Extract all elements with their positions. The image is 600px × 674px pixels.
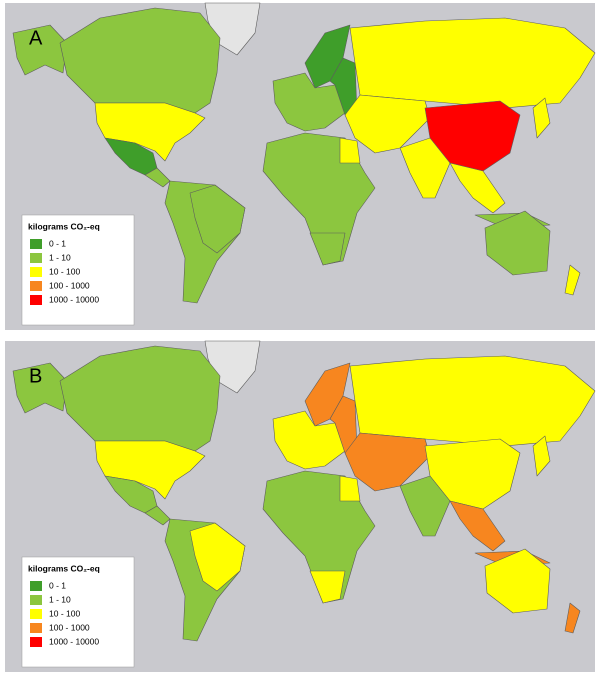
legend-swatch	[30, 637, 42, 647]
south-africa	[309, 232, 346, 266]
legend-label: 1 - 10	[49, 594, 71, 604]
legend: kilograms CO₂-eq 0 - 1 1 - 10 10 - 100 100 -…	[21, 556, 135, 668]
legend-label: 10 - 100	[49, 608, 80, 618]
legend-title: kilograms CO₂-eq	[28, 563, 100, 573]
brazil	[189, 184, 246, 254]
africa	[262, 470, 376, 604]
japan	[532, 97, 551, 139]
canada	[59, 7, 221, 114]
legend-swatch	[30, 267, 42, 277]
legend-swatch	[30, 281, 42, 291]
legend-swatch	[30, 581, 42, 591]
usa	[94, 440, 206, 500]
new-zealand	[564, 264, 581, 296]
legend-swatch	[30, 609, 42, 619]
egypt	[339, 137, 361, 164]
alaska	[12, 362, 68, 414]
legend-label: 1000 - 10000	[49, 294, 99, 304]
panel-label: A	[29, 27, 43, 49]
legend-label: 100 - 1000	[49, 280, 90, 290]
legend-label: 0 - 1	[49, 238, 66, 248]
legend-swatch	[30, 295, 42, 305]
india	[399, 475, 451, 537]
south-africa	[309, 570, 346, 604]
legend-title: kilograms CO₂-eq	[28, 221, 100, 231]
usa	[94, 102, 206, 162]
legend-label: 100 - 1000	[49, 622, 90, 632]
india	[399, 137, 451, 199]
brazil	[189, 522, 246, 592]
new-zealand	[564, 602, 581, 634]
legend: kilograms CO₂-eq 0 - 1 1 - 10 10 - 100 100 -…	[21, 214, 135, 326]
legend-label: 1 - 10	[49, 252, 71, 262]
se-asia	[449, 162, 506, 214]
legend-label: 0 - 1	[49, 580, 66, 590]
alaska	[12, 24, 68, 76]
russia	[349, 17, 596, 109]
egypt	[339, 475, 361, 502]
west-europe	[272, 410, 346, 470]
legend-label: 10 - 100	[49, 266, 80, 276]
canada	[59, 345, 221, 452]
legend-label: 1000 - 10000	[49, 636, 99, 646]
australia	[484, 548, 551, 614]
legend-swatch	[30, 239, 42, 249]
russia	[349, 355, 596, 447]
legend-swatch	[30, 253, 42, 263]
west-europe	[272, 72, 346, 132]
middle-east	[344, 94, 431, 154]
africa	[262, 132, 376, 266]
japan	[532, 435, 551, 477]
middle-east	[344, 432, 431, 492]
legend-swatch	[30, 595, 42, 605]
australia	[484, 210, 551, 276]
se-asia	[449, 500, 506, 552]
legend-swatch	[30, 623, 42, 633]
panel-label: B	[29, 365, 42, 387]
